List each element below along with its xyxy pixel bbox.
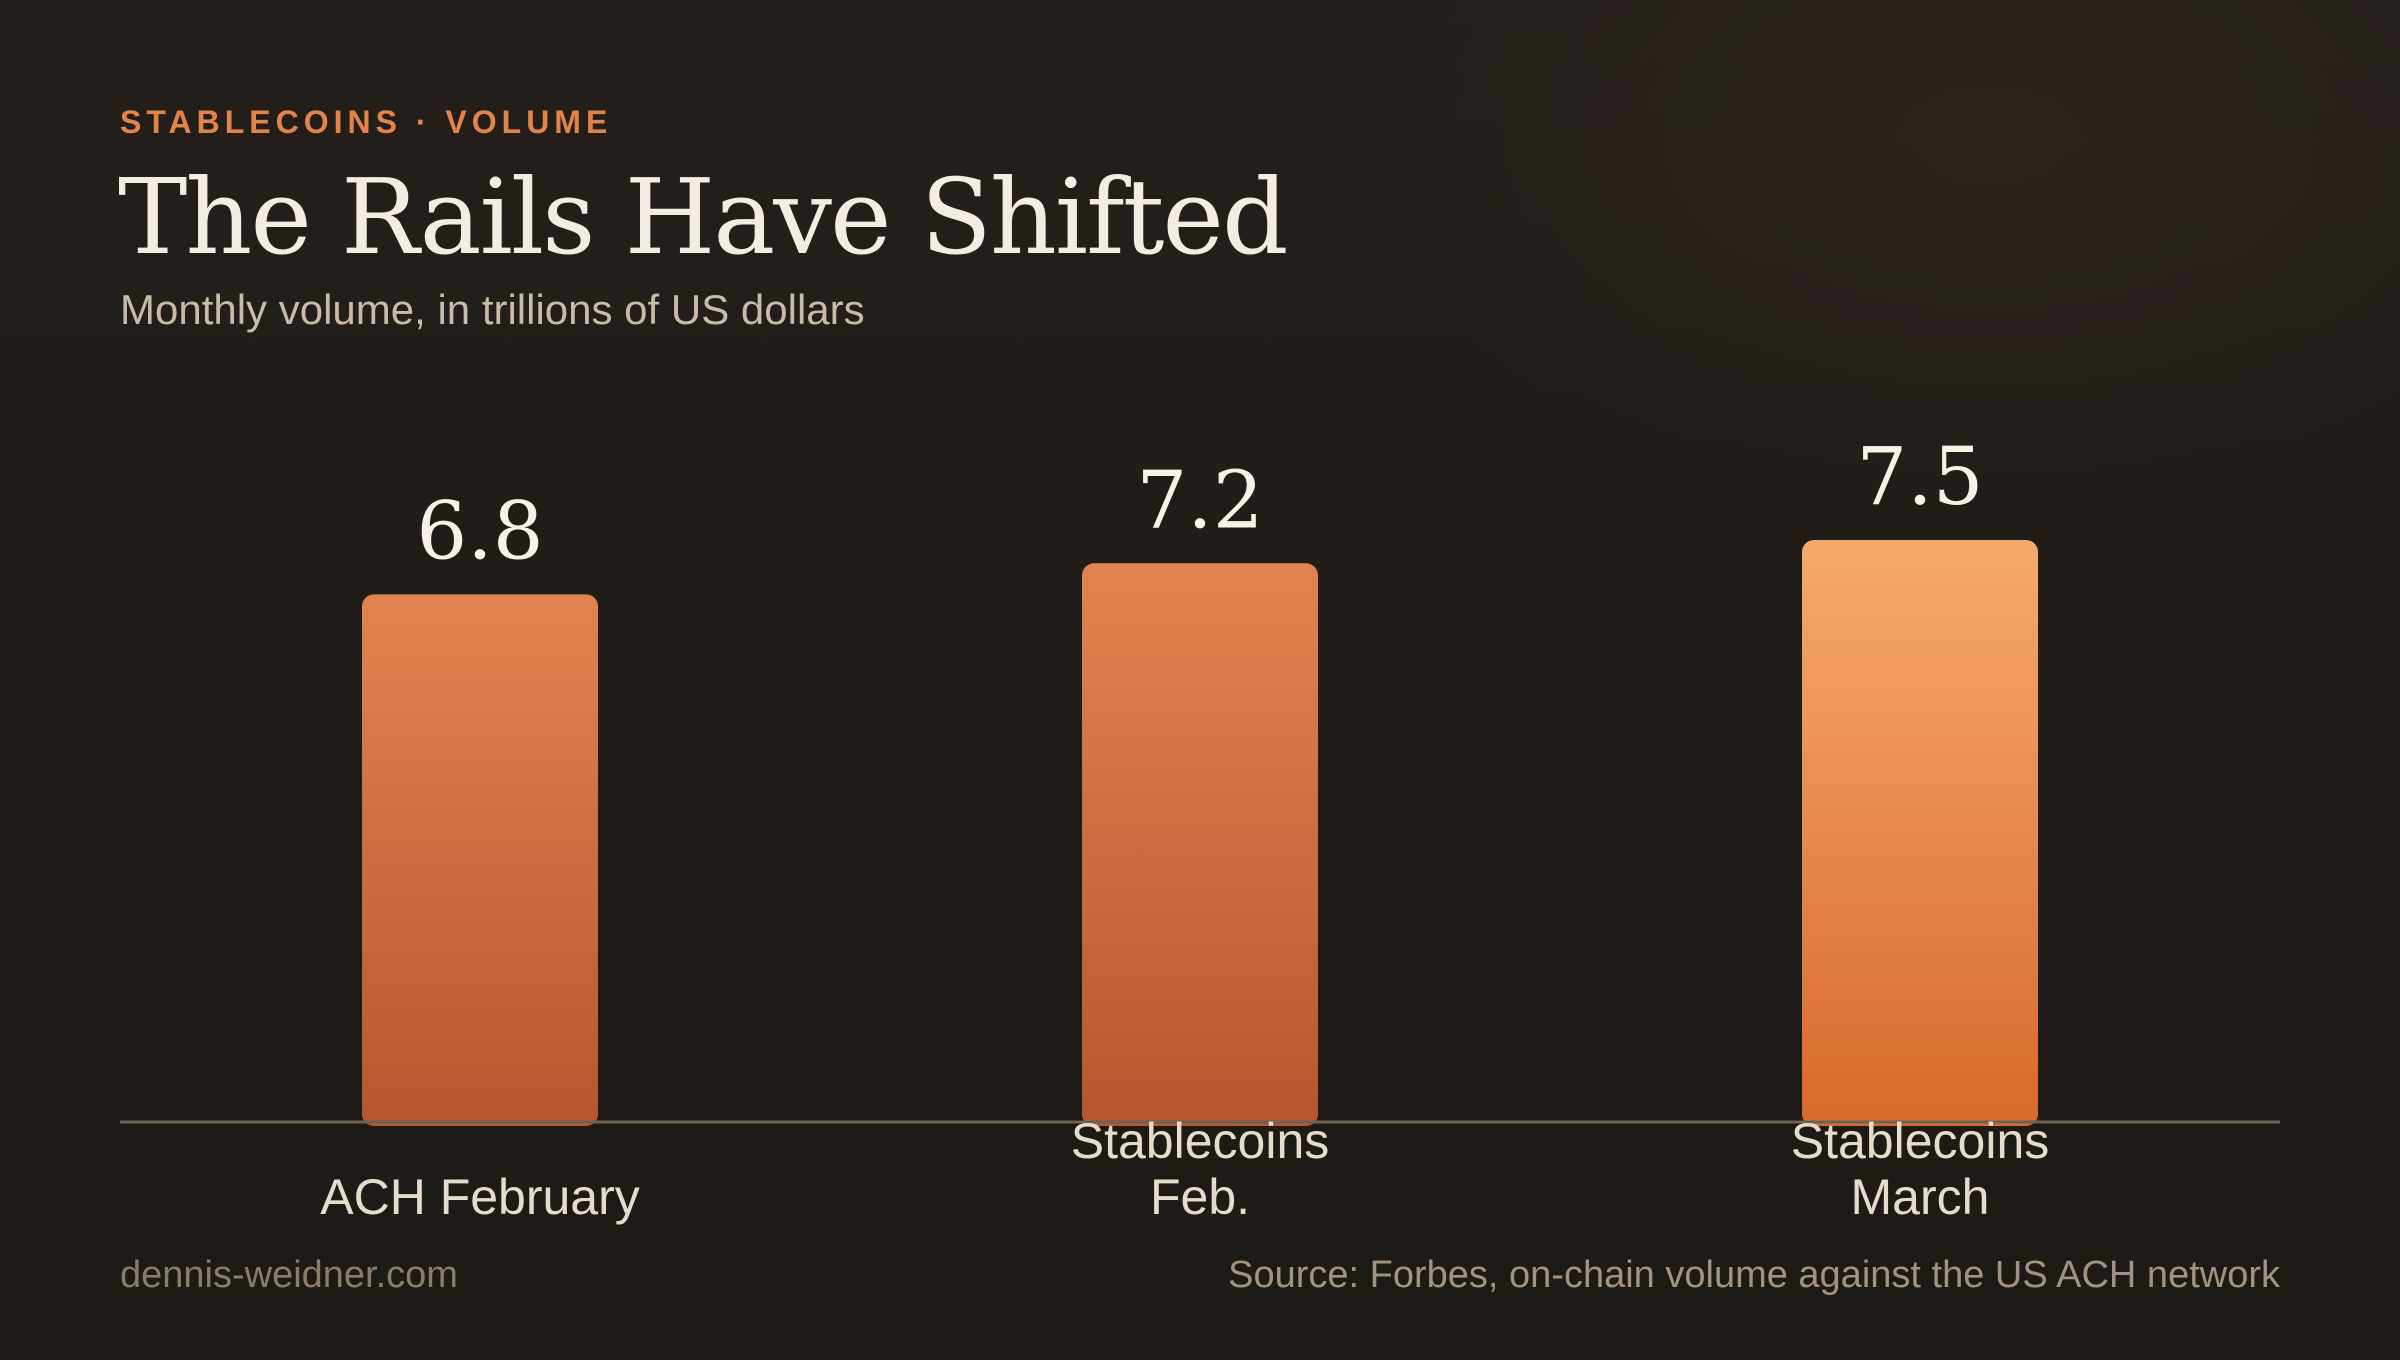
category-label-2-line-1: March	[1851, 1169, 1990, 1225]
category-label-1-line-0: Stablecoins	[1071, 1113, 1330, 1169]
bar-1	[1082, 563, 1318, 1126]
eyebrow-label: STABLECOINS · VOLUME	[120, 104, 613, 140]
value-label-2: 7.5	[1856, 430, 1983, 523]
footer-source: Source: Forbes, on-chain volume against …	[1228, 1254, 2280, 1296]
bar-0	[362, 594, 598, 1126]
category-label-0-line-0: ACH February	[320, 1169, 640, 1225]
chart-title: The Rails Have Shifted	[118, 156, 1289, 278]
category-label-2-line-0: Stablecoins	[1791, 1113, 2050, 1169]
value-label-1: 7.2	[1136, 453, 1263, 546]
value-label-0: 6.8	[416, 484, 543, 577]
bar-2	[1802, 540, 2038, 1126]
chart-subtitle: Monthly volume, in trillions of US dolla…	[120, 286, 865, 333]
category-label-1-line-1: Feb.	[1150, 1169, 1250, 1225]
footer-site[interactable]: dennis-weidner.com	[120, 1254, 458, 1296]
